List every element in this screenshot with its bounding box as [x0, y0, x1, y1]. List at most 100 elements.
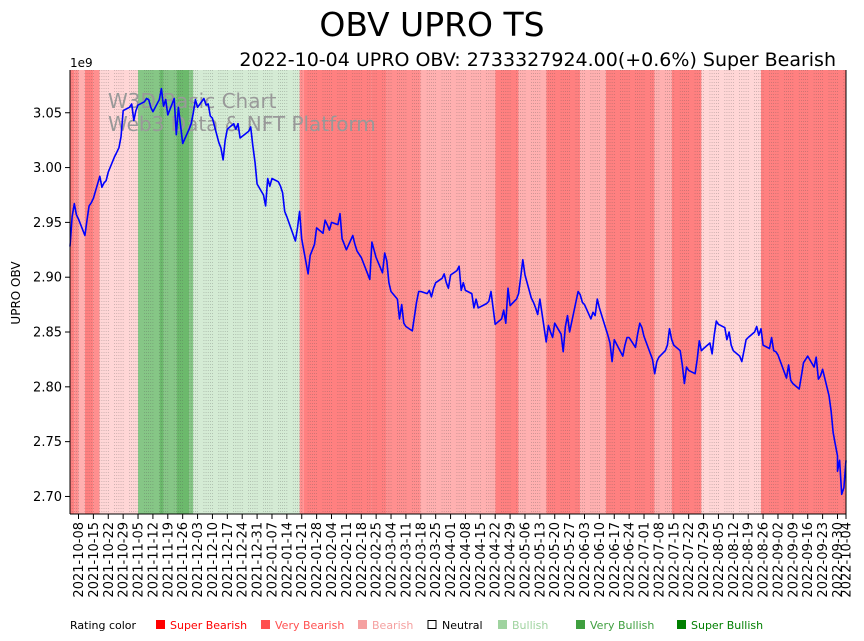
x-tick-label: 2022-06-17: [608, 522, 623, 598]
rating-band-0: [70, 70, 75, 514]
obv-series: [69, 87, 847, 496]
x-tick-label: 2022-03-25: [429, 522, 444, 598]
legend-swatch: [576, 620, 585, 629]
rating-band-1: [74, 70, 79, 514]
x-tick-label: 2022-05-27: [563, 522, 578, 598]
legend-label: Very Bullish: [590, 619, 654, 632]
rating-band-25: [760, 70, 846, 514]
x-tick-label: 2022-04-01: [444, 522, 459, 598]
legend-swatch: [677, 620, 686, 629]
x-tick-label: 2022-09-02: [772, 522, 787, 598]
watermark: W3D Basic Chart Web3 Data & NFT Platform: [108, 89, 376, 136]
x-tick-label: 2022-01-21: [295, 522, 310, 598]
x-tick-label: 2022-09-23: [816, 522, 831, 598]
rating-band-22: [654, 70, 672, 514]
x-tick-label: 2021-12-31: [251, 522, 266, 598]
x-tick-label: 2021-11-05: [132, 522, 147, 598]
legend-label: Super Bullish: [691, 619, 763, 632]
x-tick-label: 2021-11-12: [146, 522, 161, 598]
x-tick-label: 2022-02-04: [325, 522, 340, 598]
rating-band-4: [93, 70, 100, 514]
x-tick-label: 2022-05-06: [519, 522, 534, 598]
y-tick-label: 2.75: [33, 435, 62, 450]
x-tick-label: 2022-07-01: [638, 522, 653, 598]
rating-band-23: [671, 70, 702, 514]
legend-label: Very Bearish: [275, 619, 344, 632]
x-tick-label: 2021-10-22: [102, 522, 117, 598]
x-tick-label: 2022-06-03: [578, 522, 593, 598]
x-tick-label: 2021-12-24: [236, 522, 251, 598]
legend-swatch: [358, 620, 367, 629]
x-tick-label: 2021-11-26: [176, 522, 191, 598]
legend-swatch: [261, 620, 270, 629]
legend-swatch: [427, 620, 437, 629]
y-tick-label: 2.95: [33, 216, 62, 231]
legend-label: Super Bearish: [170, 619, 247, 632]
axes: 2.70 2.75 2.80 2.85 2.90 2.95 3.00 3.05 2021-10-…: [33, 70, 855, 598]
x-tick-label: 2022-03-11: [399, 522, 414, 598]
x-tick-label: 2022-08-12: [727, 522, 742, 598]
y-tick-label: 2.70: [33, 490, 62, 505]
x-tick-label: 2022-03-04: [385, 522, 400, 598]
x-tick-label: 2021-10-29: [117, 522, 132, 598]
rating-band-12: [299, 70, 304, 514]
x-tick-label: 2021-11-19: [161, 522, 176, 598]
x-tick-label: 2022-05-20: [548, 522, 563, 598]
legend-swatch: [156, 620, 165, 629]
x-tick-label: 2022-07-22: [682, 522, 697, 598]
x-tick-label: 2022-01-07: [266, 522, 281, 598]
x-tick-label: 2022-10-04: [840, 522, 855, 598]
legend-swatch: [498, 620, 507, 629]
rating-band-17: [495, 70, 519, 514]
watermark-line-2: Web3 Data & NFT Platform: [108, 112, 376, 136]
x-tick-label: 2022-04-22: [489, 522, 504, 598]
rating-band-3: [84, 70, 94, 514]
x-tick-label: 2021-12-03: [191, 522, 206, 598]
y-scale-note: 1e9: [70, 56, 93, 70]
x-tick-label: 2022-04-08: [459, 522, 474, 598]
x-tick-label: 2022-02-18: [355, 522, 370, 598]
x-tick-label: 2022-01-14: [280, 522, 295, 598]
x-tick-label: 2022-03-18: [414, 522, 429, 598]
x-tick-label: 2022-09-16: [801, 522, 816, 598]
chart-subtitle: 2022-10-04 UPRO OBV: 2733327924.00(+0.6%…: [239, 49, 836, 71]
x-tick-label: 2022-07-08: [652, 522, 667, 598]
x-tick-label: 2021-12-17: [221, 522, 236, 598]
rating-band-21: [605, 70, 655, 514]
x-tick-label: 2022-02-25: [370, 522, 385, 598]
rating-band-11: [193, 70, 300, 514]
rating-band-14: [371, 70, 387, 514]
y-tick-label: 2.80: [33, 380, 62, 395]
x-tick-label: 2022-04-29: [504, 522, 519, 598]
x-tick-label: 2022-09-30: [831, 522, 846, 598]
rating-band-10: [189, 70, 194, 514]
y-tick-label: 2.85: [33, 326, 62, 341]
x-tick-label: 2021-10-15: [87, 522, 102, 598]
legend-label: Neutral: [442, 619, 483, 632]
x-tick-label: 2022-02-11: [340, 522, 355, 598]
x-tick-label: 2021-10-08: [72, 522, 87, 598]
x-tick-label: 2022-07-29: [697, 522, 712, 598]
rating-band-19: [546, 70, 581, 514]
x-tick-label: 2022-09-09: [786, 522, 801, 598]
x-tick-label: 2022-06-10: [593, 522, 608, 598]
chart-title: OBV UPRO TS: [319, 5, 544, 44]
x-tick-label: 2022-08-19: [742, 522, 757, 598]
rating-band-8: [163, 70, 177, 514]
legend-label: Bullish: [512, 619, 548, 632]
x-tick-label: 2021-12-10: [206, 522, 221, 598]
watermark-line-1: W3D Basic Chart: [108, 89, 277, 113]
legend-title: Rating color: [70, 619, 137, 632]
x-tick-label: 2022-07-15: [667, 522, 682, 598]
legend-label: Bearish: [372, 619, 413, 632]
rating-band-6: [138, 70, 160, 514]
obv-line: [69, 87, 847, 496]
rating-band-7: [159, 70, 164, 514]
x-tick-label: 2022-08-26: [757, 522, 772, 598]
rating-band-2: [78, 70, 85, 514]
y-axis-label: UPRO OBV: [9, 261, 23, 325]
rating-band-9: [176, 70, 190, 514]
y-tick-label: 3.05: [33, 106, 62, 121]
x-tick-label: 2022-05-13: [533, 522, 548, 598]
